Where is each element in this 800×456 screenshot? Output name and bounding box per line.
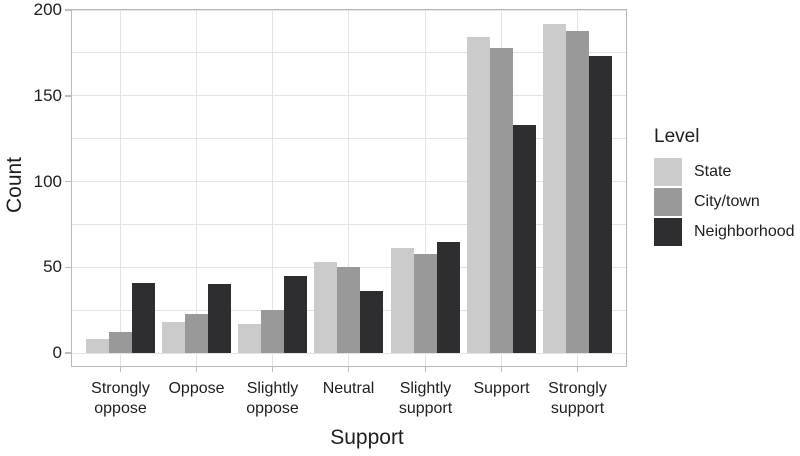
bar-city-town [109,332,132,353]
bar-groups [72,10,626,353]
y-tick-mark [65,266,71,268]
gridline-v [425,10,426,366]
x-tick-label: Support [473,380,530,397]
y-tick-label: 50 [43,257,62,277]
x-tick-label: Oppose [168,380,225,397]
gridline-h [72,52,626,54]
bar-group [238,275,308,353]
gridline-h [72,138,626,140]
bar-state [162,322,186,353]
y-tick-mark [65,95,71,97]
bar-city-town [337,267,361,353]
bar-city-town [261,310,285,353]
x-tick-label: Strongly support [548,380,607,417]
gridline-h [72,352,626,354]
gridline-v [348,10,349,366]
x-axis-title: Support [330,426,404,449]
bar-state [86,339,109,353]
y-tick-label: 100 [33,171,62,191]
bar-neighborhood [132,282,155,353]
bar-group [542,23,612,353]
legend-label: State [694,163,732,180]
legend-label: Neighborhood [694,223,795,240]
bar-neighborhood [360,291,384,353]
bar-city-town [185,313,209,353]
x-tick-label: Slightly support [398,380,453,417]
gridline-v [120,10,121,366]
bar-state [314,262,338,353]
legend-title: Level [654,126,700,147]
legend-swatch-city-town [654,188,682,216]
y-tick-label: 0 [52,343,62,362]
x-tick-label: Neutral [322,380,375,397]
x-tick-mark [347,366,350,372]
x-tick-mark [119,366,122,372]
gridline-h [72,223,626,225]
bar-state [238,323,262,353]
bar-city-town [565,30,589,353]
legend-item: City/town [654,188,800,216]
bar-city-town [489,47,513,353]
bar-neighborhood [588,56,612,353]
bar-group [162,284,232,353]
x-tick-mark [195,366,198,372]
bar-state [390,248,414,353]
x-tick-mark [500,366,503,372]
legend-swatch-neighborhood [654,218,682,246]
bar-neighborhood [284,275,308,353]
y-tick-mark [65,180,71,183]
x-tick-mark [424,366,427,372]
legend-label: City/town [694,193,760,210]
gridline-v [196,10,197,366]
x-tick-label: Slightly oppose [246,380,299,417]
y-tick-label: 150 [33,85,62,105]
y-tick-mark [65,352,71,354]
plot-panel [71,9,627,367]
bar-neighborhood [436,241,460,353]
y-tick-mark [65,9,71,11]
gridline-h [72,181,626,182]
legend-swatch-state [654,158,682,186]
bar-group [390,241,460,353]
bar-city-town [413,253,437,353]
x-tick-mark [576,366,579,372]
legend: Level State City/town Neighborhood [654,126,800,248]
bar-group [86,282,155,353]
x-tick-label: Strongly oppose [91,380,150,417]
legend-item: Neighborhood [654,218,800,246]
bar-state [466,37,490,353]
bar-neighborhood [512,124,536,353]
legend-item: State [654,158,800,186]
gridline-h [72,9,626,11]
gridline-h [72,95,626,97]
bar-group [466,37,536,353]
y-tick-label: 200 [33,0,62,19]
x-tick-mark [271,366,274,372]
bar-state [542,23,566,353]
gridline-v [272,10,273,366]
bar-neighborhood [208,284,232,353]
bar-group [314,262,384,353]
